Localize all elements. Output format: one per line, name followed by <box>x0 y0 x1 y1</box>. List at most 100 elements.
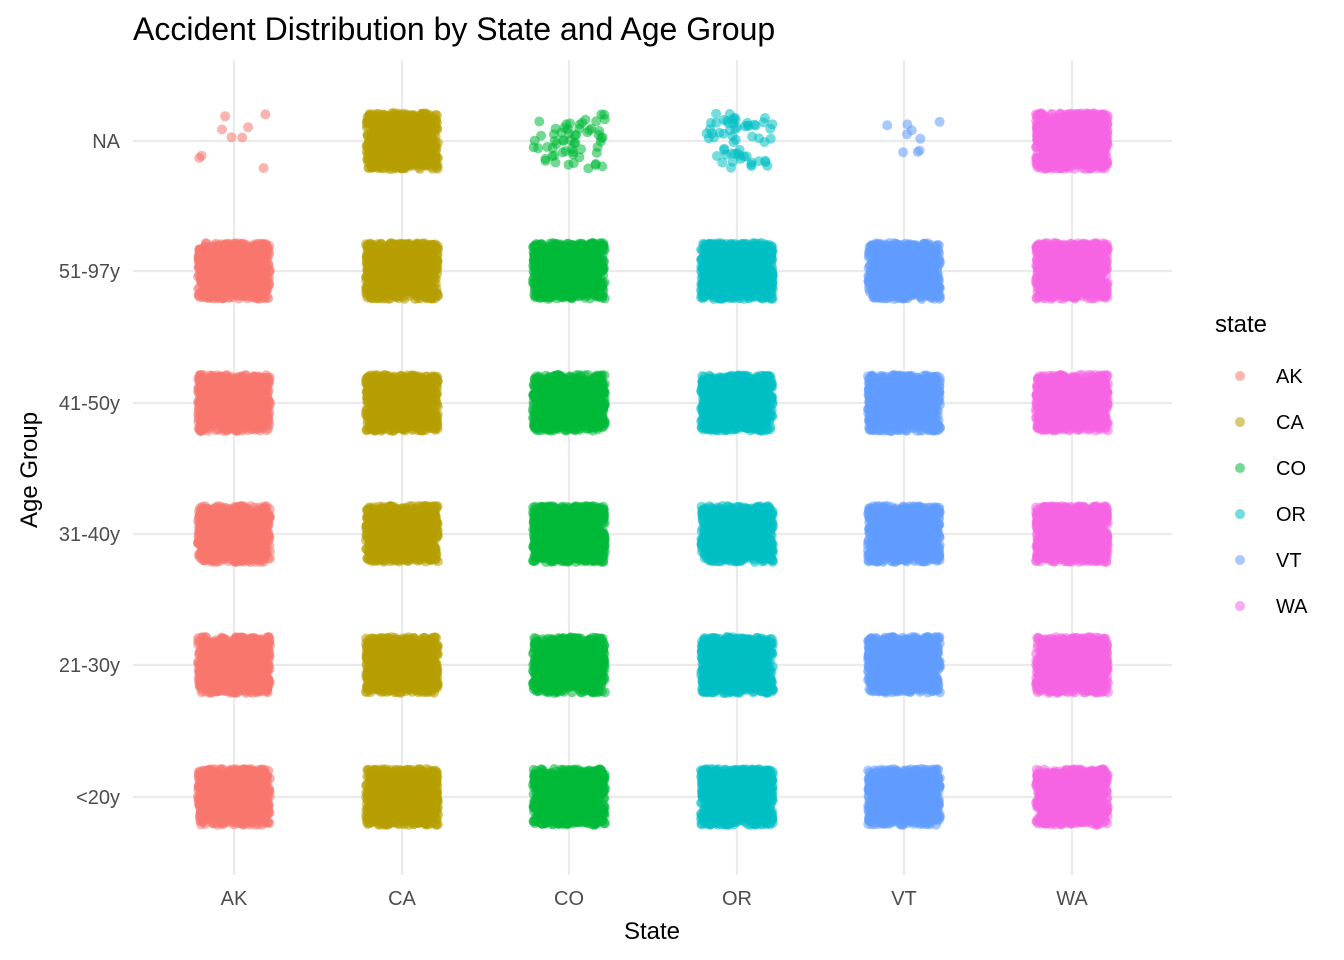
data-point <box>248 279 258 289</box>
data-point <box>217 654 227 664</box>
data-point <box>224 686 234 696</box>
data-point <box>429 808 439 818</box>
data-point <box>194 538 204 548</box>
data-point <box>240 399 250 409</box>
data-point <box>238 818 248 828</box>
data-point <box>421 764 431 774</box>
data-point <box>195 424 205 434</box>
data-point <box>369 765 379 775</box>
data-point <box>226 262 236 272</box>
data-point <box>193 387 203 397</box>
data-point <box>233 512 243 522</box>
data-point <box>239 635 249 645</box>
data-point <box>208 668 218 678</box>
data-point <box>379 766 389 776</box>
data-point <box>197 151 207 161</box>
data-point <box>225 283 235 293</box>
data-point <box>199 657 209 667</box>
data-point <box>205 408 215 418</box>
data-point <box>259 163 269 173</box>
data-point <box>227 421 237 431</box>
data-point <box>421 817 431 827</box>
data-point <box>401 767 411 777</box>
data-point <box>417 681 427 691</box>
data-point <box>218 815 228 825</box>
data-point <box>240 652 250 662</box>
data-point <box>243 122 253 132</box>
data-point <box>203 803 213 813</box>
data-point <box>225 253 235 263</box>
data-point <box>265 554 275 564</box>
data-point <box>431 768 441 778</box>
data-point <box>395 661 405 671</box>
data-point <box>205 250 215 260</box>
data-point <box>385 814 395 824</box>
data-point <box>264 784 274 794</box>
data-point <box>196 646 206 656</box>
data-point <box>258 532 268 542</box>
data-point <box>391 639 401 649</box>
data-point <box>229 529 239 539</box>
data-point <box>258 385 268 395</box>
data-point <box>403 816 413 826</box>
data-point <box>242 661 252 671</box>
data-point <box>199 376 209 386</box>
data-points <box>193 108 1113 830</box>
data-point <box>414 665 424 675</box>
data-point <box>218 391 228 401</box>
data-point <box>265 773 275 783</box>
data-point <box>262 292 272 302</box>
data-point <box>235 243 245 253</box>
data-point <box>255 678 265 688</box>
data-point <box>382 639 392 649</box>
data-point <box>207 551 217 561</box>
data-point <box>362 659 372 669</box>
data-point <box>378 778 388 788</box>
data-point <box>232 541 242 551</box>
data-point <box>254 786 264 796</box>
data-point <box>230 384 240 394</box>
data-point <box>240 374 250 384</box>
data-point <box>218 555 228 565</box>
data-point <box>401 800 411 810</box>
data-point <box>256 542 266 552</box>
data-point <box>220 791 230 801</box>
data-point <box>216 273 226 283</box>
data-point <box>433 650 443 660</box>
data-point <box>201 269 211 279</box>
data-point <box>383 790 393 800</box>
data-point <box>262 394 272 404</box>
data-point <box>229 790 239 800</box>
data-point <box>206 523 216 533</box>
data-point <box>246 531 256 541</box>
data-point <box>253 511 263 521</box>
data-point <box>245 777 255 787</box>
data-point <box>227 132 237 142</box>
data-point <box>372 669 382 679</box>
data-point <box>199 775 209 785</box>
data-point <box>404 639 414 649</box>
data-point <box>228 372 238 382</box>
data-point <box>249 241 259 251</box>
data-point <box>224 639 234 649</box>
data-point <box>365 681 375 691</box>
data-point <box>212 643 222 653</box>
data-point <box>217 125 227 135</box>
data-point <box>394 648 404 658</box>
data-point <box>264 410 274 420</box>
data-point <box>223 241 233 251</box>
data-point <box>419 649 429 659</box>
data-point <box>238 670 248 680</box>
data-point <box>249 401 259 411</box>
data-point <box>243 390 253 400</box>
data-point <box>213 260 223 270</box>
data-point <box>195 667 205 677</box>
data-point <box>242 684 252 694</box>
data-point <box>368 812 378 822</box>
data-point <box>220 111 230 121</box>
data-point <box>262 250 272 260</box>
data-point <box>249 639 259 649</box>
data-point <box>418 793 428 803</box>
data-point <box>229 557 239 567</box>
